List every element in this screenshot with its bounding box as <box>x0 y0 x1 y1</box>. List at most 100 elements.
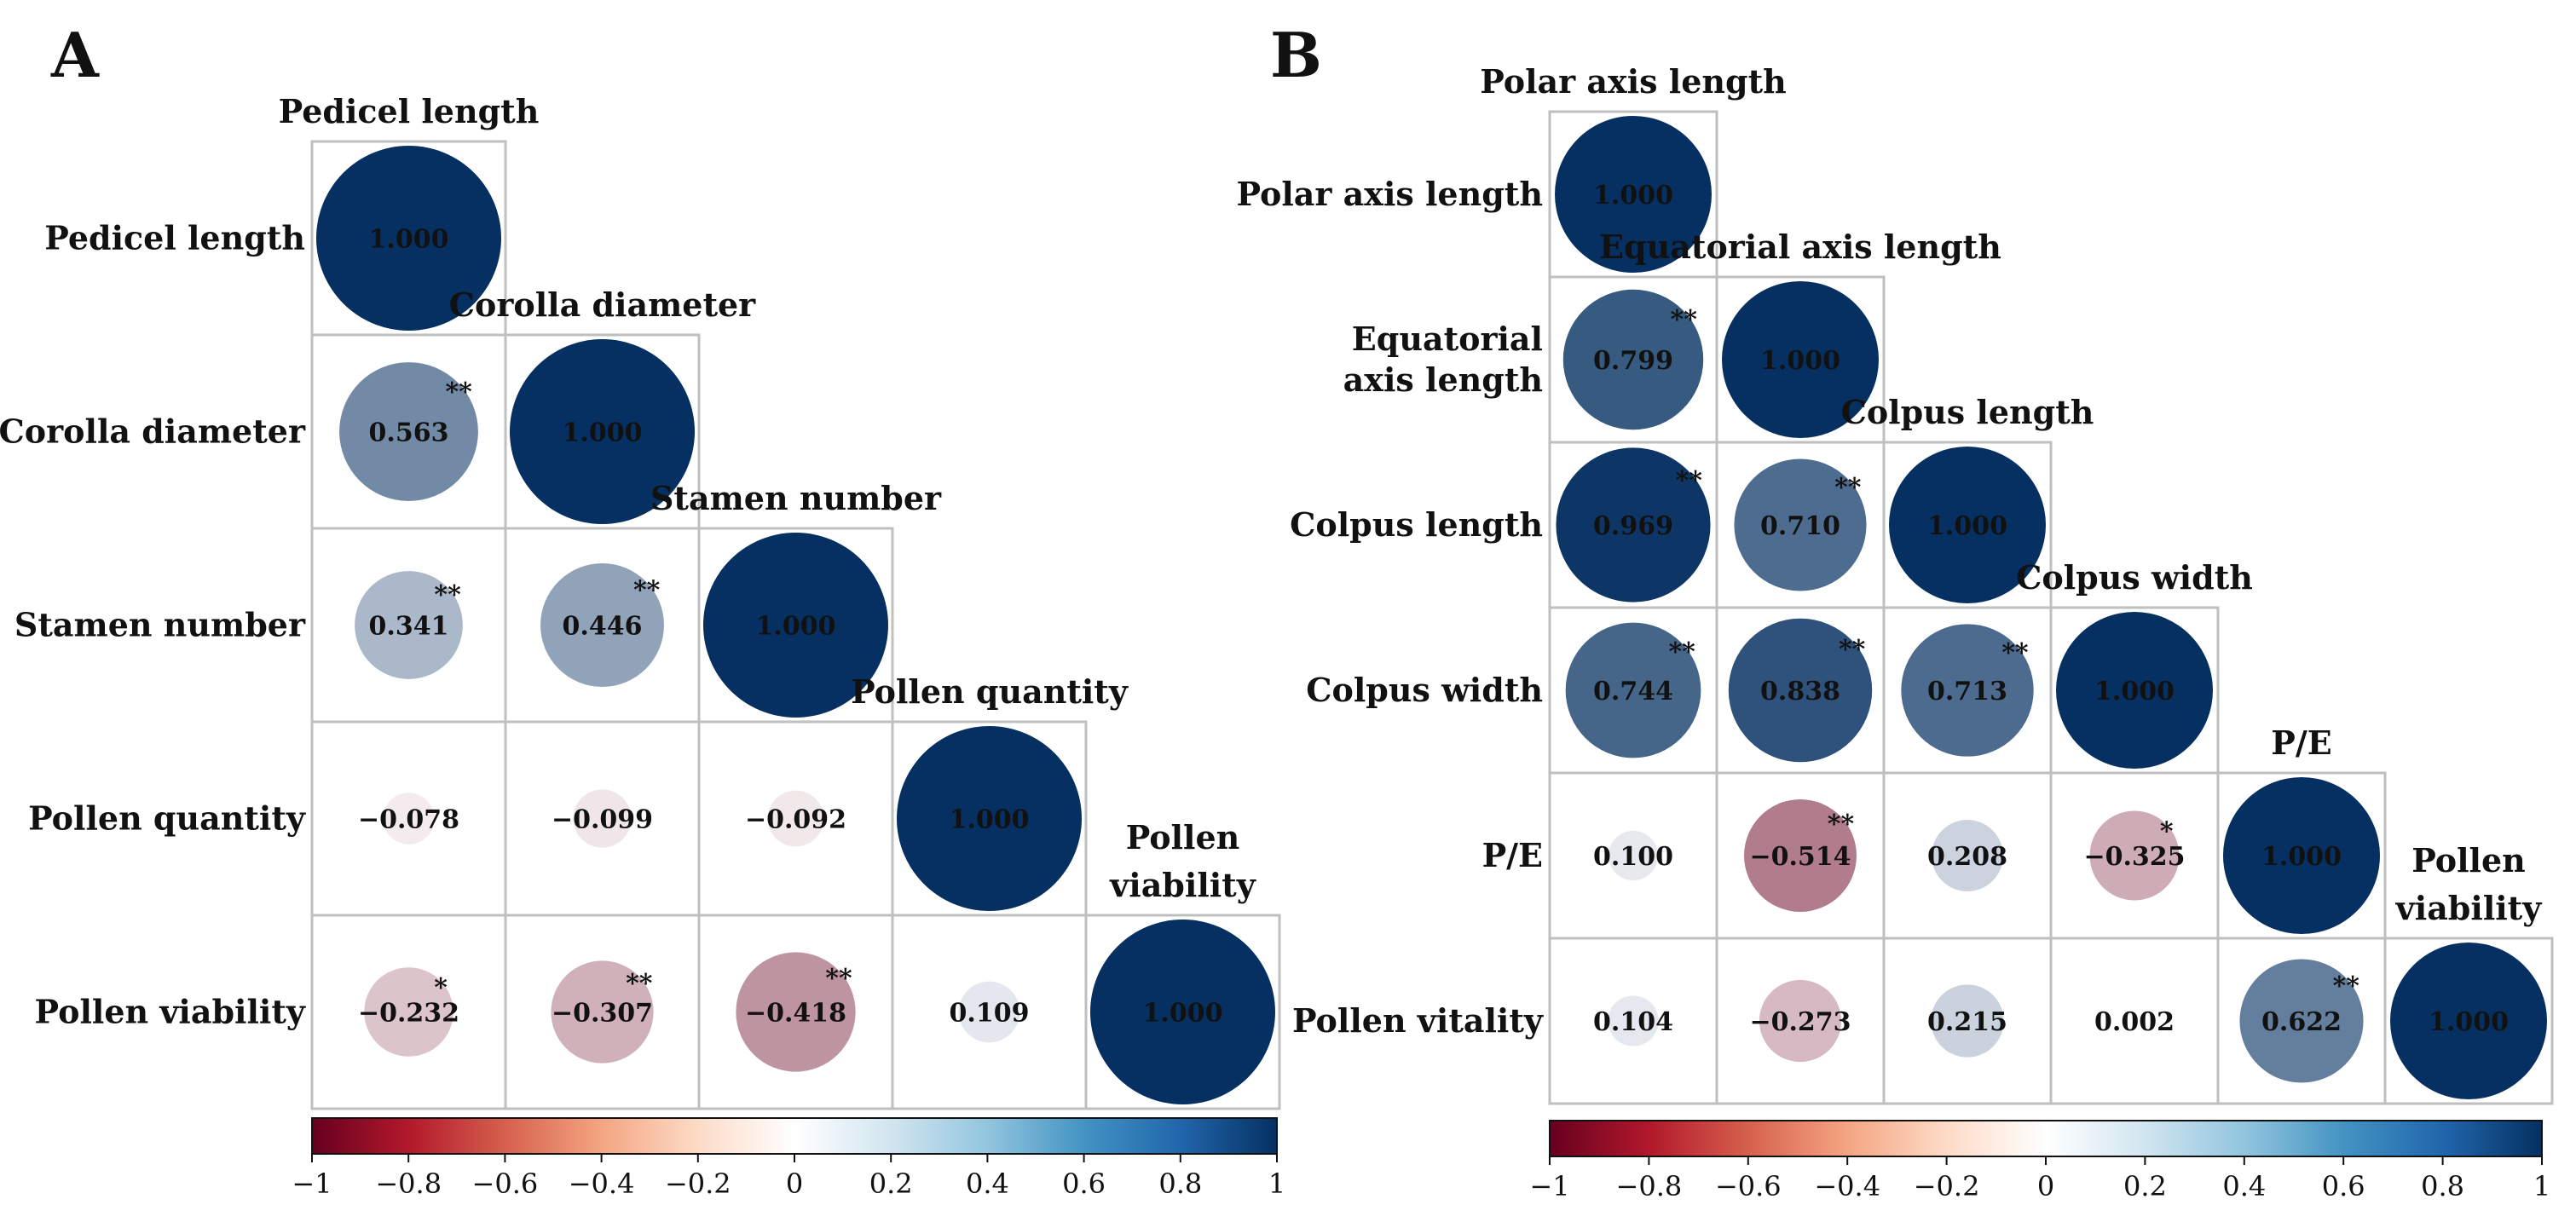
cell-b-5-5 <box>2383 937 2554 1105</box>
significance-mark-b-2-0: ** <box>1676 466 1703 496</box>
corr-circle-b-1-1 <box>1722 281 1879 438</box>
diag-label-b-4: P/E <box>2271 724 2331 762</box>
colorbar-tick-label-b-4: −0.2 <box>1914 1170 1980 1202</box>
colorbar-tick-label-b-8: 0.6 <box>2322 1170 2365 1202</box>
corr-circle-a-4-0 <box>364 967 453 1057</box>
significance-mark-b-3-2: ** <box>2001 638 2029 668</box>
colorbar-a <box>311 1117 1278 1155</box>
corr-circle-b-4-2 <box>1932 820 2003 891</box>
row-label-a-0: Pedicel length <box>44 219 305 257</box>
corr-value-a-3-0: −0.078 <box>358 804 459 834</box>
diag-label-a-4: Pollen <box>1126 818 1240 856</box>
row-label-b-1: axis length <box>1343 360 1543 399</box>
corr-circle-b-3-1 <box>1728 618 1873 763</box>
corr-circle-b-5-5 <box>2390 943 2547 1099</box>
corr-value-b-4-0: 0.100 <box>1593 842 1673 872</box>
colorbar-tick-label-a-5: 0 <box>786 1167 803 1200</box>
corr-circle-b-4-4 <box>2223 777 2380 934</box>
row-label-a-3: Pollen quantity <box>28 799 306 838</box>
corr-circle-b-4-3 <box>2089 810 2180 901</box>
colorbar-tick-label-a-7: 0.4 <box>966 1167 1009 1200</box>
colorbar-tick-label-b-3: −0.4 <box>1814 1170 1880 1202</box>
diag-label-b-5: Pollen <box>2411 841 2526 879</box>
colorbar-tick-label-a-4: −0.2 <box>665 1167 731 1200</box>
diag-label-a-3: Pollen quantity <box>851 672 1129 711</box>
corr-value-a-4-1: −0.307 <box>552 998 653 1028</box>
corr-circle-a-3-3 <box>897 726 1082 911</box>
corr-value-b-5-3: 0.002 <box>2094 1007 2175 1037</box>
corr-circle-b-5-2 <box>1931 984 2004 1058</box>
corr-circle-a-2-0 <box>355 571 463 679</box>
corr-circle-a-4-2 <box>736 952 856 1072</box>
corr-value-a-3-2: −0.092 <box>745 804 846 834</box>
corr-circle-a-1-0 <box>339 362 478 501</box>
corr-circle-b-4-1 <box>1744 799 1857 912</box>
corr-value-b-4-2: 0.208 <box>1927 842 2007 872</box>
significance-mark-b-4-1: ** <box>1828 810 1855 839</box>
significance-mark-a-2-0: ** <box>434 580 461 610</box>
colorbar-tick-label-b-10: 1 <box>2533 1170 2550 1202</box>
corr-value-b-1-1: 1.000 <box>1760 346 1840 376</box>
colorbar-tick-label-a-8: 0.6 <box>1062 1167 1106 1200</box>
corr-value-a-3-1: −0.099 <box>552 804 653 834</box>
corr-value-a-4-3: 0.109 <box>950 998 1030 1028</box>
significance-mark-b-4-3: * <box>2160 816 2174 846</box>
corr-circle-a-1-1 <box>510 339 695 524</box>
significance-mark-b-5-4: ** <box>2333 971 2360 1001</box>
diag-label-b-3: Colpus width <box>2016 558 2253 597</box>
corr-value-b-5-2: 0.215 <box>1927 1007 2007 1037</box>
corr-circle-a-3-2 <box>767 790 824 847</box>
corr-value-b-4-4: 1.000 <box>2261 842 2342 872</box>
corr-circle-b-3-2 <box>1901 624 2034 757</box>
corr-value-a-4-4: 1.000 <box>1143 998 1223 1028</box>
colorbar-tick-label-b-9: 0.8 <box>2421 1170 2464 1202</box>
significance-mark-b-2-1: ** <box>1834 473 1862 503</box>
corr-value-a-1-0: 0.563 <box>369 418 449 447</box>
corr-value-b-4-3: −0.325 <box>2083 842 2185 872</box>
corr-circle-b-3-3 <box>2056 612 2213 769</box>
colorbar-tick-label-a-6: 0.2 <box>869 1167 913 1200</box>
corr-circle-a-4-1 <box>551 960 654 1064</box>
corr-value-b-2-2: 1.000 <box>1927 511 2007 541</box>
corr-value-b-4-1: −0.514 <box>1749 842 1851 872</box>
colorbar-tick-label-b-1: −0.8 <box>1616 1170 1683 1202</box>
corr-value-a-4-0: −0.232 <box>358 998 459 1028</box>
row-label-b-1: Equatorial <box>1352 320 1543 358</box>
corr-circle-a-3-0 <box>383 793 435 845</box>
row-label-b-5: Pollen vitality <box>1292 1001 1544 1040</box>
corr-circle-a-2-1 <box>540 563 664 687</box>
colorbar-tick-label-a-0: −1 <box>292 1167 332 1200</box>
corr-value-b-1-0: 0.799 <box>1593 346 1673 376</box>
panel-a: A Pedicel length 1.000 Pedicel length Coroll… <box>0 19 1285 1200</box>
colorbar-b <box>1549 1120 2543 1157</box>
corr-circle-b-2-2 <box>1889 447 2046 603</box>
significance-mark-b-3-0: ** <box>1668 637 1695 667</box>
significance-mark-a-2-1: ** <box>633 576 661 606</box>
corr-value-b-3-2: 0.713 <box>1927 677 2007 706</box>
corr-value-b-3-0: 0.744 <box>1593 677 1673 706</box>
corr-circle-b-4-0 <box>1608 830 1659 881</box>
colorbar-tick-label-a-2: −0.6 <box>472 1167 539 1200</box>
corr-value-a-2-2: 1.000 <box>756 611 836 641</box>
corr-value-a-0-0: 1.000 <box>369 224 449 254</box>
colorbar-tick-label-b-6: 0.2 <box>2123 1170 2167 1202</box>
significance-mark-a-4-0: * <box>434 973 448 1003</box>
row-label-b-0: Polar axis length <box>1236 175 1543 213</box>
row-label-b-2: Colpus length <box>1290 505 1543 544</box>
corr-circle-b-5-1 <box>1759 979 1842 1063</box>
corr-value-b-5-4: 0.622 <box>2261 1007 2342 1037</box>
significance-mark-a-1-0: ** <box>445 378 472 407</box>
corr-value-a-2-1: 0.446 <box>563 611 643 641</box>
row-label-b-3: Colpus width <box>1306 671 1543 709</box>
diag-label-b-2: Colpus length <box>1841 393 2094 431</box>
significance-mark-a-4-1: ** <box>626 969 653 999</box>
corr-value-b-3-3: 1.000 <box>2094 677 2175 706</box>
corr-value-a-3-3: 1.000 <box>950 804 1030 834</box>
colorbar-tick-label-b-2: −0.6 <box>1715 1170 1782 1202</box>
diag-label-b-1: Equatorial axis length <box>1599 228 2001 266</box>
significance-mark-b-3-1: ** <box>1839 635 1866 665</box>
significance-mark-a-4-2: ** <box>825 964 852 994</box>
corr-value-b-5-1: −0.273 <box>1749 1007 1851 1037</box>
panel-b: B Polar axis length 1.000 Polar axis length… <box>1236 19 2554 1202</box>
corr-circle-b-5-3 <box>2130 1017 2139 1025</box>
